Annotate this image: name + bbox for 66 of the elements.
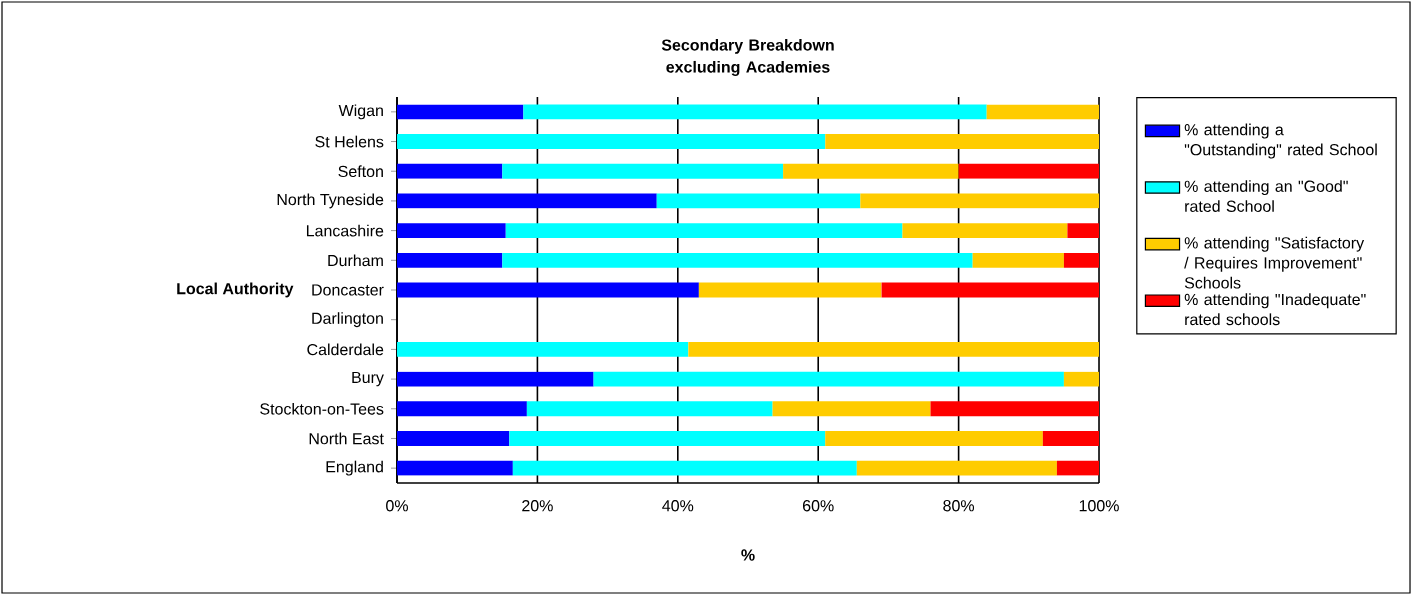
x-tick-label: 80%	[943, 500, 975, 512]
y-tick-label: Lancashire	[306, 224, 384, 237]
bar	[397, 223, 506, 239]
bar	[825, 431, 1043, 446]
bar	[856, 460, 1057, 476]
y-tick-label: Darlington	[312, 312, 383, 328]
bar	[509, 431, 826, 446]
bar	[958, 163, 1100, 179]
bar	[397, 341, 689, 357]
x-tick-label: 20%	[522, 500, 553, 512]
bar	[986, 104, 1100, 120]
y-tick-label: Doncaster	[312, 284, 384, 296]
bar	[397, 401, 527, 417]
bar	[698, 282, 882, 298]
bar	[512, 460, 857, 476]
bar	[902, 223, 1068, 239]
legend-label: % attending a "Outstanding" rated School	[1184, 123, 1377, 159]
bar	[930, 401, 1100, 417]
bar	[825, 134, 1100, 149]
y-tick-label: Wigan	[338, 104, 383, 120]
bar	[972, 252, 1064, 268]
x-tick-label: 40%	[662, 500, 694, 512]
bar	[397, 282, 699, 298]
y-tick-label: Bury	[352, 371, 384, 387]
bar	[1067, 223, 1100, 239]
bar	[1063, 371, 1100, 387]
bar	[397, 163, 503, 179]
bar	[688, 341, 1100, 357]
x-tick-label: 0%	[386, 500, 408, 512]
bar	[397, 431, 510, 446]
bar	[881, 282, 1100, 298]
bar	[1042, 431, 1100, 446]
x-axis-title: %	[741, 549, 755, 561]
bar	[1063, 252, 1100, 268]
bar	[860, 193, 1100, 209]
y-tick-label: North East	[309, 432, 384, 445]
bar	[1056, 460, 1100, 476]
x-tick-label: 60%	[803, 500, 834, 512]
legend-label: % attending "Inadequate" rated schools	[1184, 293, 1366, 326]
y-tick-label: St Helens	[315, 135, 384, 148]
y-tick-label: Stockton-on-Tees	[260, 402, 384, 415]
bar	[593, 371, 1064, 387]
chart-title: Secondary Breakdown excluding Academies	[661, 38, 834, 76]
bar	[397, 371, 594, 387]
bar	[523, 104, 987, 120]
bar	[397, 134, 826, 149]
x-tick-label: 100%	[1079, 500, 1119, 512]
y-tick-label: England	[326, 460, 383, 476]
bar	[397, 193, 657, 209]
bar	[397, 104, 524, 120]
legend-label: % attending an "Good" rated School	[1184, 180, 1348, 212]
bar	[772, 401, 931, 417]
bar	[397, 252, 503, 268]
bar	[397, 460, 513, 476]
legend-label: % attending "Satisfactory / Requires Improvement" Schools	[1184, 236, 1365, 289]
bar	[526, 401, 773, 417]
y-tick-label: North Tyneside	[277, 193, 384, 209]
y-axis-title: Local Authority	[177, 282, 294, 298]
y-tick-label: Sefton	[338, 165, 383, 178]
bar	[656, 193, 861, 209]
y-tick-label: Calderdale	[307, 343, 384, 356]
y-tick-label: Durham	[328, 254, 383, 267]
bar	[502, 252, 973, 268]
bar	[783, 163, 959, 179]
bar	[502, 163, 784, 179]
bar	[505, 223, 903, 239]
